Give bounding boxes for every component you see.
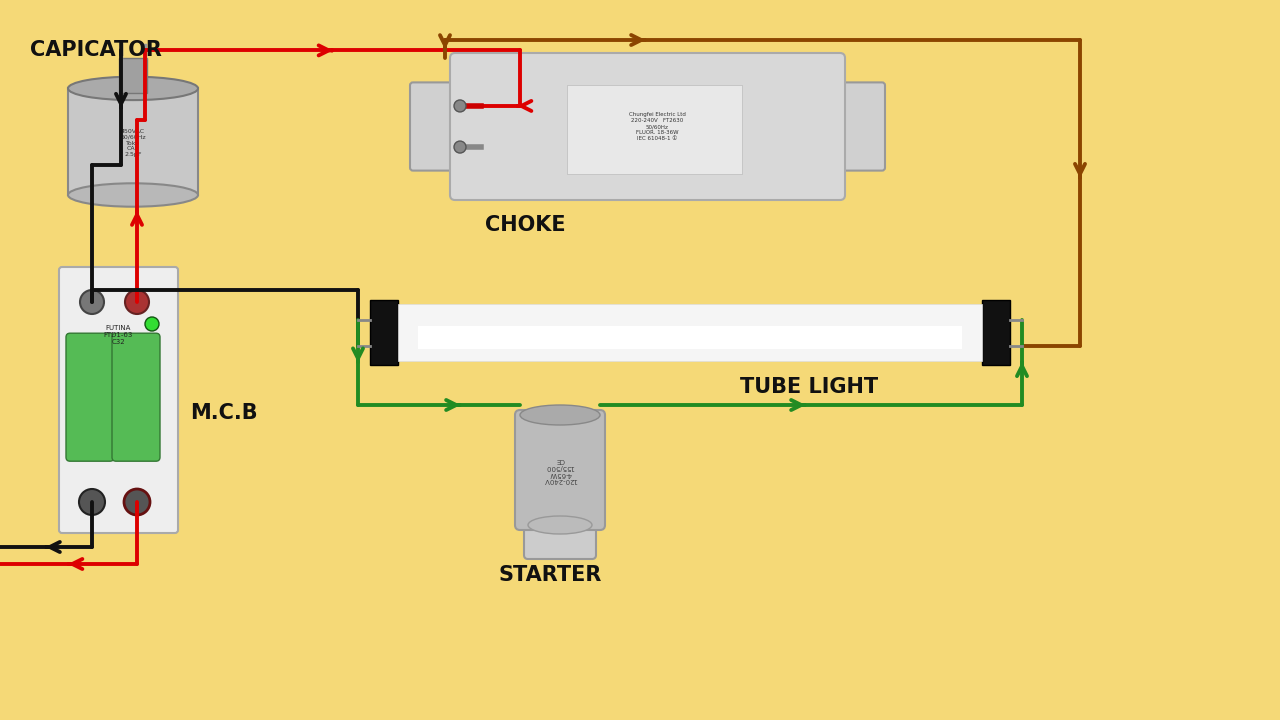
- Circle shape: [81, 290, 104, 314]
- Ellipse shape: [68, 77, 198, 100]
- Circle shape: [125, 290, 148, 314]
- FancyBboxPatch shape: [113, 333, 160, 462]
- Circle shape: [79, 489, 105, 515]
- Bar: [119, 58, 147, 94]
- Ellipse shape: [527, 516, 591, 534]
- FancyBboxPatch shape: [59, 267, 178, 533]
- Text: CHOKE: CHOKE: [485, 215, 566, 235]
- Text: CAPICATOR: CAPICATOR: [29, 40, 161, 60]
- FancyBboxPatch shape: [837, 82, 884, 171]
- FancyBboxPatch shape: [451, 53, 845, 200]
- Circle shape: [145, 317, 159, 331]
- Bar: [419, 326, 963, 348]
- Text: 120-240V
4-65W
155/500
CE: 120-240V 4-65W 155/500 CE: [543, 456, 577, 484]
- Text: M.C.B: M.C.B: [189, 403, 257, 423]
- Text: Chungfei Electric Ltd
220-240V   FT2630
50/60Hz
FLUOR. 18-36W
IEC 61048-1 ①: Chungfei Electric Ltd 220-240V FT2630 50…: [628, 112, 685, 140]
- Circle shape: [454, 100, 466, 112]
- Bar: [68, 89, 198, 195]
- Text: 450VAC
50/60Hz
Toko
CAP
2.5μF: 450VAC 50/60Hz Toko CAP 2.5μF: [120, 129, 146, 157]
- FancyBboxPatch shape: [410, 82, 458, 171]
- Text: STARTER: STARTER: [498, 565, 602, 585]
- Ellipse shape: [68, 184, 198, 207]
- Bar: [982, 300, 1010, 365]
- Bar: [370, 300, 398, 365]
- FancyBboxPatch shape: [515, 410, 605, 530]
- Circle shape: [124, 489, 150, 515]
- Bar: [398, 304, 982, 361]
- Circle shape: [454, 141, 466, 153]
- Text: FUTINA
FTD1-63
C32: FUTINA FTD1-63 C32: [104, 325, 133, 345]
- FancyBboxPatch shape: [67, 333, 114, 462]
- Bar: [567, 86, 742, 174]
- Text: TUBE LIGHT: TUBE LIGHT: [740, 377, 878, 397]
- Ellipse shape: [520, 405, 600, 425]
- FancyBboxPatch shape: [524, 521, 596, 559]
